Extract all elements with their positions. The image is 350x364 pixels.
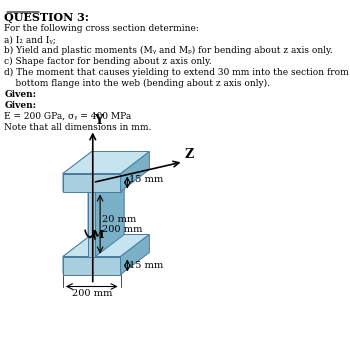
Polygon shape <box>63 174 120 191</box>
Text: d) The moment that causes yielding to extend 30 mm into the section from the top: d) The moment that causes yielding to ex… <box>4 68 350 77</box>
Text: 200 mm: 200 mm <box>71 289 112 298</box>
Polygon shape <box>120 234 149 274</box>
Text: b) Yield and plastic moments (Mᵧ and Mₚ) for bending about z axis only.: b) Yield and plastic moments (Mᵧ and Mₚ)… <box>4 46 333 55</box>
Polygon shape <box>63 151 149 174</box>
Text: For the following cross section determine:: For the following cross section determin… <box>4 24 199 33</box>
Text: bottom flange into the web (bending about z axis only).: bottom flange into the web (bending abou… <box>4 79 270 88</box>
Text: 15 mm: 15 mm <box>129 175 163 184</box>
Text: QUESTION 3:: QUESTION 3: <box>4 12 89 23</box>
Polygon shape <box>96 170 124 257</box>
Polygon shape <box>88 170 124 191</box>
Text: Given:: Given: <box>4 101 36 110</box>
Polygon shape <box>63 257 120 274</box>
Text: c) Shape factor for bending about z axis only.: c) Shape factor for bending about z axis… <box>4 57 212 66</box>
Polygon shape <box>88 170 117 257</box>
Text: a) I₂ and Iᵧ;: a) I₂ and Iᵧ; <box>4 35 56 44</box>
Text: 20 mm: 20 mm <box>102 214 136 223</box>
Text: M: M <box>92 229 104 240</box>
Polygon shape <box>63 151 92 191</box>
Text: 15 mm: 15 mm <box>129 261 163 270</box>
Text: 200 mm: 200 mm <box>102 225 142 233</box>
Polygon shape <box>63 234 149 257</box>
Text: Y: Y <box>94 115 103 127</box>
Polygon shape <box>88 191 96 257</box>
Text: E = 200 GPa, σᵧ = 400 MPa: E = 200 GPa, σᵧ = 400 MPa <box>4 112 132 121</box>
Polygon shape <box>63 234 92 274</box>
Polygon shape <box>120 151 149 191</box>
Text: Z: Z <box>184 148 194 161</box>
Text: Given:: Given: <box>4 90 36 99</box>
Text: Note that all dimensions in mm.: Note that all dimensions in mm. <box>4 123 152 132</box>
